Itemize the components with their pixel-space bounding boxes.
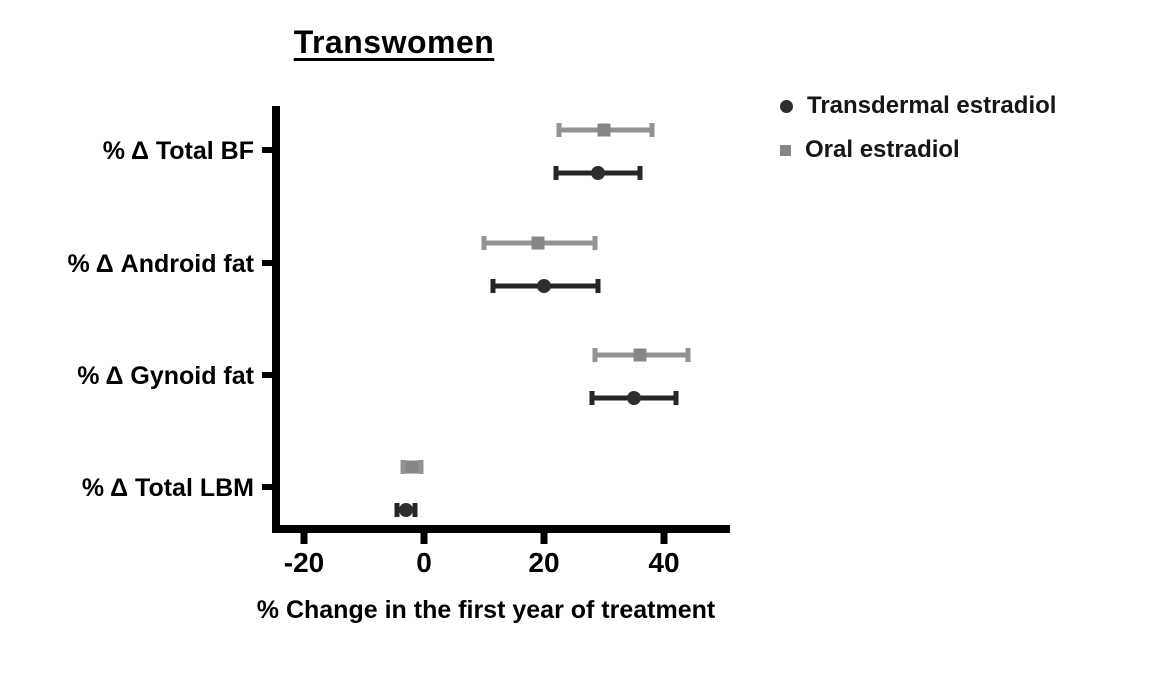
legend: Transdermal estradiol Oral estradiol	[780, 84, 1056, 172]
y-category-label: % Δ Total LBM	[82, 474, 254, 502]
data-point-square	[633, 348, 647, 362]
legend-label-oral: Oral estradiol	[805, 136, 960, 163]
x-tick-label: 20	[528, 547, 559, 578]
circle-marker-icon	[780, 99, 793, 113]
square-marker-icon	[780, 144, 791, 156]
data-point-circle	[591, 166, 605, 180]
data-point-circle	[537, 279, 551, 293]
data-point-square	[531, 236, 545, 250]
x-axis-label: % Change in the first year of treatment	[256, 596, 716, 624]
legend-item-transdermal: Transdermal estradiol	[780, 84, 1056, 128]
data-point-circle	[399, 503, 413, 517]
data-point-square	[405, 460, 419, 474]
x-tick-label: -20	[284, 547, 324, 578]
legend-item-oral: Oral estradiol	[780, 128, 1056, 172]
legend-label-transdermal: Transdermal estradiol	[807, 92, 1057, 119]
x-tick-label: 40	[648, 547, 679, 578]
data-point-circle	[627, 391, 641, 405]
data-point-square	[597, 123, 611, 137]
y-category-label: % Δ Gynoid fat	[77, 362, 254, 390]
chart-title: Transwomen	[293, 24, 495, 60]
y-category-label: % Δ Total BF	[103, 137, 254, 165]
y-category-label: % Δ Android fat	[68, 250, 255, 278]
x-tick-label: 0	[416, 547, 432, 578]
